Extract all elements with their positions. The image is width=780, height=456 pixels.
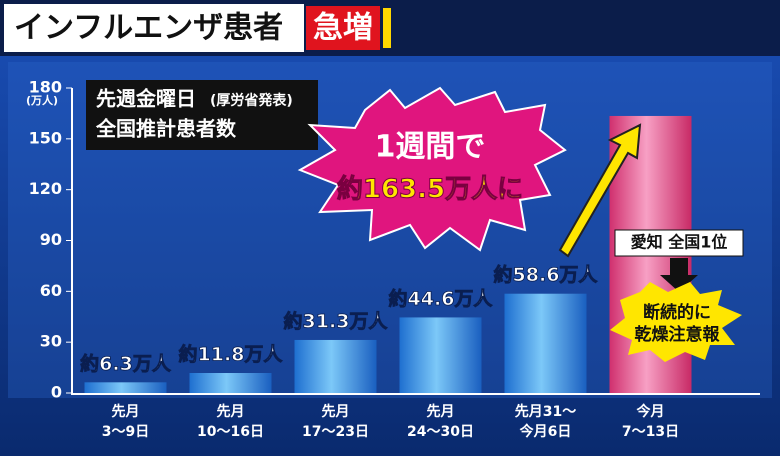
y-tick-label: 60 <box>40 281 62 300</box>
x-tick-label: 先月 <box>112 403 140 420</box>
annotation-box <box>614 229 744 257</box>
y-tick-label: 30 <box>40 332 62 351</box>
bar <box>504 293 587 393</box>
value-label: 約58.6万人 <box>494 263 599 286</box>
value-label: 約11.8万人 <box>179 343 284 366</box>
x-tick-label: 3～9日 <box>102 424 149 440</box>
annotation: 乾燥注意報 <box>635 324 721 345</box>
x-tick-label: 10～16日 <box>197 424 264 440</box>
x-tick-label: 7～13日 <box>622 424 679 440</box>
value-label: 約31.3万人 <box>284 309 389 332</box>
annotation: 1週間で <box>375 130 486 165</box>
bar <box>399 317 482 393</box>
subtitle: 先週金曜日 <box>96 87 196 111</box>
title-box <box>4 4 304 52</box>
subtitle: 全国推計患者数 <box>95 117 237 141</box>
y-tick-label: 0 <box>51 383 62 402</box>
chart-title: インフルエンザ患者 <box>14 11 283 46</box>
y-unit: (万人) <box>26 93 58 107</box>
x-tick-label: 今月6日 <box>519 423 572 440</box>
y-tick-label: 90 <box>40 230 62 249</box>
y-tick-label: 180 <box>29 78 62 97</box>
x-tick-label: 先月 <box>217 403 245 420</box>
x-tick-label: 先月31～ <box>515 403 576 420</box>
arrow <box>558 123 642 258</box>
x-tick-label: 24～30日 <box>407 424 474 440</box>
annotation: 断続的に <box>643 302 711 323</box>
x-tick-label: 先月 <box>322 403 350 420</box>
title-badge: 急増 <box>313 11 373 46</box>
badge-box <box>306 6 380 50</box>
burst <box>297 86 567 252</box>
badge-accent <box>383 8 391 48</box>
burst <box>610 282 742 362</box>
annotation: 愛知 全国1位 <box>631 233 728 252</box>
x-tick-label: 17～23日 <box>302 424 369 440</box>
x-tick-label: 先月 <box>427 403 455 420</box>
y-tick-label: 120 <box>29 179 62 198</box>
bar <box>84 382 167 393</box>
value-label: 約44.6万人 <box>389 287 494 310</box>
bar <box>189 373 272 393</box>
subtitle-box <box>86 80 318 150</box>
subtitle: (厚労省発表) <box>210 92 293 109</box>
value-label: 約163.5万人に <box>337 174 523 205</box>
bar <box>294 339 377 393</box>
value-label: 約6.3万人 <box>80 352 172 375</box>
x-tick-label: 今月 <box>636 403 665 420</box>
y-tick-label: 150 <box>29 128 62 147</box>
